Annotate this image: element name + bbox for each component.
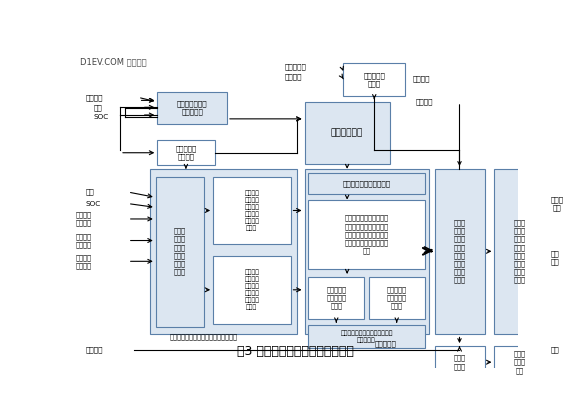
Bar bbox=[308, 325, 425, 348]
Bar bbox=[157, 140, 215, 165]
Bar bbox=[308, 277, 364, 319]
Text: 电机功率: 电机功率 bbox=[285, 73, 302, 80]
Text: 电池最大
放电功率: 电池最大 放电功率 bbox=[76, 233, 92, 248]
Text: 可用挡
位中、
引入惩
罚因子
后燃油
经济性
最优挡
位选取: 可用挡 位中、 引入惩 罚因子 后燃油 经济性 最优挡 位选取 bbox=[453, 220, 465, 283]
Text: 查表确定惩
罚因子: 查表确定惩 罚因子 bbox=[363, 72, 385, 87]
Text: 电机助力和行车发电模式: 电机助力和行车发电模式 bbox=[343, 180, 391, 187]
Text: 电机
扭矩: 电机 扭矩 bbox=[551, 250, 560, 265]
Text: 工作模式判断: 工作模式判断 bbox=[331, 128, 363, 137]
Bar bbox=[305, 169, 429, 335]
Text: 速度区间中
可选挡位: 速度区间中 可选挡位 bbox=[175, 145, 196, 160]
Text: 可选挡位
下、电机
发电时车
轮处可用
电回馈扭
矩计算: 可选挡位 下、电机 发电时车 轮处可用 电回馈扭 矩计算 bbox=[244, 270, 259, 310]
Bar bbox=[213, 256, 290, 324]
Text: 可选挡位
下、电机
驱动时车
轮处可用
电驱动扭
矩计算: 可选挡位 下、电机 驱动时车 轮处可用 电驱动扭 矩计算 bbox=[244, 190, 259, 231]
Bar bbox=[343, 64, 406, 96]
Text: 挡位: 挡位 bbox=[551, 347, 560, 353]
Bar bbox=[150, 169, 297, 335]
Text: SOC: SOC bbox=[86, 201, 101, 206]
Bar bbox=[494, 346, 545, 378]
Text: 驾驶员需求扭矩
（车轮处）: 驾驶员需求扭矩 （车轮处） bbox=[177, 101, 207, 116]
Text: 发动机
扭矩: 发动机 扭矩 bbox=[551, 196, 564, 211]
Text: 不同挡位下电机驱动、回馈时可用扭矩: 不同挡位下电机驱动、回馈时可用扭矩 bbox=[170, 333, 238, 340]
Bar bbox=[213, 177, 290, 244]
Text: 电池最大
充电功率: 电池最大 充电功率 bbox=[76, 254, 92, 269]
Bar bbox=[308, 200, 425, 269]
Text: 车速: 车速 bbox=[86, 189, 94, 195]
Text: 发电模式可
用挡位和扭
矩计算: 发电模式可 用挡位和扭 矩计算 bbox=[386, 286, 407, 309]
Text: D1EV.COM 第一电动: D1EV.COM 第一电动 bbox=[79, 57, 146, 66]
Text: 惩罚因子: 惩罚因子 bbox=[415, 99, 433, 105]
Text: 踏板开度: 踏板开度 bbox=[86, 94, 104, 101]
Bar bbox=[369, 277, 425, 319]
Bar bbox=[494, 169, 545, 335]
Bar bbox=[156, 177, 204, 327]
Bar bbox=[305, 102, 390, 164]
Bar bbox=[435, 346, 485, 378]
Text: 当前挡位: 当前挡位 bbox=[86, 347, 104, 353]
Text: SOC: SOC bbox=[94, 114, 109, 120]
Text: 当前可用挡位中，各相应
挡位下满足驾驶员扭矩需
求的发动机输出到车轮处
扭矩、电机输出到车轮处
扭矩: 当前可用挡位中，各相应 挡位下满足驾驶员扭矩需 求的发动机输出到车轮处 扭矩、电… bbox=[344, 215, 388, 254]
Text: 图3 换挡规律和扭矩分配控制流程: 图3 换挡规律和扭矩分配控制流程 bbox=[237, 344, 354, 358]
Text: 高、低压
附件功率: 高、低压 附件功率 bbox=[76, 211, 92, 226]
Text: 可用挡位及对应发动机和电机的
扭矩和功率: 可用挡位及对应发动机和电机的 扭矩和功率 bbox=[340, 330, 393, 343]
Text: 发动机功率: 发动机功率 bbox=[285, 63, 307, 70]
Text: 确定挡
位指令
下，发
动机和
电机输
出轴处
扭矩指
令计算: 确定挡 位指令 下，发 动机和 电机输 出轴处 扭矩指 令计算 bbox=[513, 220, 525, 283]
Bar bbox=[308, 173, 425, 195]
Text: 助力模式可
用挡位和扭
矩计算: 助力模式可 用挡位和扭 矩计算 bbox=[326, 286, 346, 309]
Text: 禁止频
繁换挡
处理: 禁止频 繁换挡 处理 bbox=[513, 351, 525, 374]
Text: 经济性挡位: 经济性挡位 bbox=[374, 340, 396, 347]
Text: 挡位指
令初选: 挡位指 令初选 bbox=[453, 355, 465, 370]
Text: 可选挡
位下、
电机输
出轴处
可用扭
矩计算: 可选挡 位下、 电机输 出轴处 可用扭 矩计算 bbox=[174, 228, 185, 275]
Bar bbox=[157, 92, 227, 124]
Bar bbox=[435, 169, 485, 335]
Text: 惩罚因子: 惩罚因子 bbox=[413, 76, 430, 82]
Text: 车速: 车速 bbox=[94, 105, 103, 112]
